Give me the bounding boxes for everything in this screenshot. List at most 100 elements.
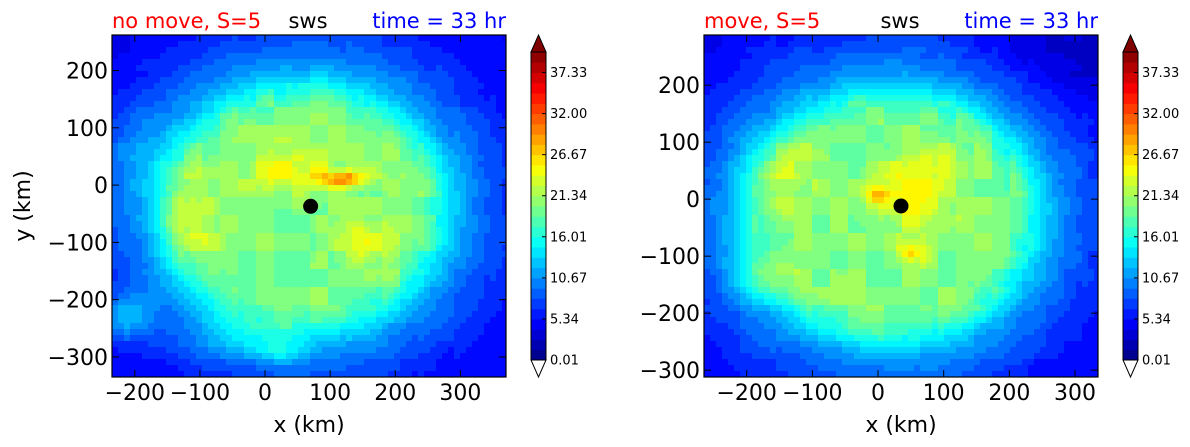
heatmap-cell — [274, 143, 281, 150]
heatmap-cell — [172, 77, 179, 84]
heatmap-cell — [208, 365, 215, 372]
heatmap-cell — [358, 113, 365, 120]
heatmap-cell — [412, 143, 419, 150]
heatmap-cell — [172, 227, 179, 234]
heatmap-cell — [262, 173, 269, 180]
heatmap-cell — [484, 155, 491, 162]
heatmap-cell — [364, 347, 371, 354]
heatmap-cell — [758, 341, 765, 348]
heatmap-cell — [298, 299, 305, 306]
heatmap-cell — [478, 149, 485, 156]
heatmap-cell — [274, 371, 281, 377]
heatmap-cell — [238, 143, 245, 150]
heatmap-cell — [764, 155, 771, 162]
heatmap-cell — [112, 203, 119, 210]
heatmap-cell — [800, 275, 807, 282]
heatmap-cell — [322, 257, 329, 264]
heatmap-cell — [496, 215, 503, 222]
heatmap-cell — [716, 155, 723, 162]
heatmap-cell — [178, 101, 185, 108]
heatmap-cell — [800, 347, 807, 354]
heatmap-cell — [286, 185, 293, 192]
heatmap-cell — [310, 335, 317, 342]
heatmap-cell — [752, 293, 759, 300]
heatmap-cell — [502, 281, 506, 288]
heatmap-cell — [406, 353, 413, 360]
heatmap-cell — [806, 119, 813, 126]
heatmap-cell — [220, 263, 227, 270]
heatmap-cell — [130, 263, 137, 270]
heatmap-cell — [430, 305, 437, 312]
heatmap-cell — [818, 221, 825, 228]
heatmap-cell — [418, 227, 425, 234]
heatmap-cell — [214, 59, 221, 66]
heatmap-cell — [352, 77, 359, 84]
heatmap-cell — [436, 359, 443, 366]
heatmap-cell — [806, 161, 813, 168]
colorbar-swatch — [531, 318, 546, 330]
heatmap-cell — [340, 287, 347, 294]
heatmap-cell — [130, 245, 137, 252]
heatmap-cell — [340, 341, 347, 348]
heatmap-cell — [788, 35, 795, 42]
heatmap-cell — [274, 245, 281, 252]
heatmap-cell — [400, 269, 407, 276]
heatmap-cell — [292, 293, 299, 300]
heatmap-cell — [304, 305, 311, 312]
heatmap-cell — [412, 263, 419, 270]
heatmap-cell — [196, 179, 203, 186]
heatmap-cell — [740, 77, 747, 84]
heatmap-cell — [220, 101, 227, 108]
heatmap-cell — [286, 215, 293, 222]
heatmap-cell — [812, 107, 819, 114]
heatmap-cell — [352, 239, 359, 246]
heatmap-cell — [370, 77, 377, 84]
heatmap-cell — [400, 185, 407, 192]
heatmap-cell — [430, 77, 437, 84]
heatmap-cell — [382, 113, 389, 120]
heatmap-cell — [710, 173, 717, 180]
heatmap-cell — [442, 221, 449, 228]
heatmap-cell — [502, 131, 506, 138]
heatmap-cell — [466, 287, 473, 294]
heatmap-cell — [478, 137, 485, 144]
heatmap-cell — [292, 317, 299, 324]
heatmap-cell — [376, 269, 383, 276]
heatmap-cell — [238, 41, 245, 48]
heatmap-cell — [112, 341, 119, 348]
heatmap-cell — [220, 245, 227, 252]
heatmap-cell — [436, 287, 443, 294]
heatmap-cell — [190, 167, 197, 174]
heatmap-cell — [704, 131, 711, 138]
heatmap-cell — [328, 257, 335, 264]
heatmap-cell — [178, 341, 185, 348]
heatmap-cell — [118, 347, 125, 354]
heatmap-cell — [274, 83, 281, 90]
heatmap-cell — [352, 323, 359, 330]
heatmap-cell — [250, 239, 257, 246]
heatmap-cell — [172, 353, 179, 360]
heatmap-cell — [442, 323, 449, 330]
heatmap-cell — [274, 275, 281, 282]
heatmap-cell — [292, 329, 299, 336]
heatmap-cell — [782, 161, 789, 168]
heatmap-cell — [334, 143, 341, 150]
heatmap-cell — [250, 203, 257, 210]
heatmap-cell — [418, 47, 425, 54]
heatmap-cell — [190, 281, 197, 288]
heatmap-cell — [746, 233, 753, 240]
heatmap-cell — [316, 287, 323, 294]
heatmap-cell — [400, 143, 407, 150]
heatmap-cell — [496, 47, 503, 54]
heatmap-cell — [232, 365, 239, 372]
heatmap-cell — [794, 263, 801, 270]
heatmap-cell — [124, 53, 131, 60]
heatmap-cell — [478, 65, 485, 72]
heatmap-cell — [136, 359, 143, 366]
heatmap-cell — [286, 83, 293, 90]
heatmap-cell — [130, 269, 137, 276]
heatmap-cell — [388, 347, 395, 354]
heatmap-cell — [346, 83, 353, 90]
heatmap-cell — [370, 329, 377, 336]
heatmap-cell — [292, 203, 299, 210]
